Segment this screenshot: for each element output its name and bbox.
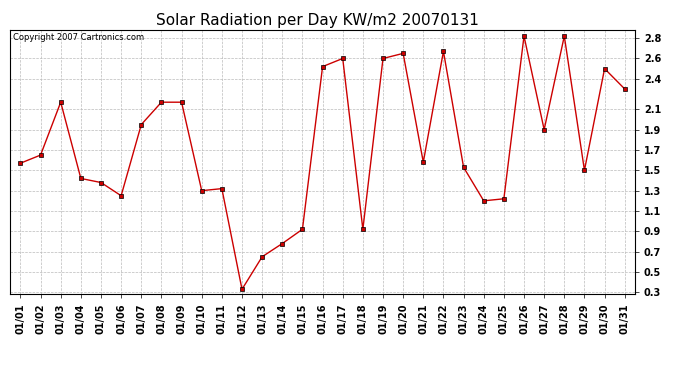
Text: Copyright 2007 Cartronics.com: Copyright 2007 Cartronics.com bbox=[14, 33, 145, 42]
Text: Solar Radiation per Day KW/m2 20070131: Solar Radiation per Day KW/m2 20070131 bbox=[156, 13, 479, 28]
